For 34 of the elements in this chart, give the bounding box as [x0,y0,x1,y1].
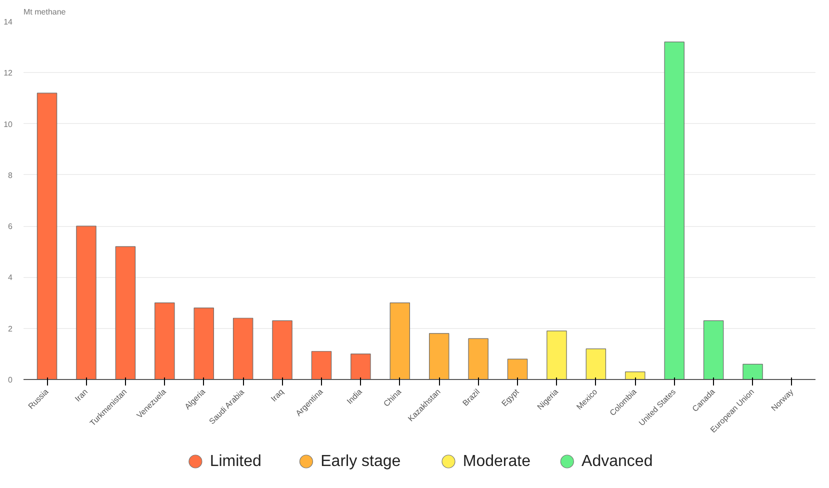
bar [36,92,58,380]
bar [390,302,410,380]
bar [115,246,136,380]
bar [154,302,175,380]
legend-label: Early stage [320,453,401,470]
y-tick-label: 6 [8,222,14,232]
bar [311,351,332,380]
bar [350,354,371,380]
bar [76,226,96,380]
bar [664,42,684,380]
legend-label: Limited [210,453,262,470]
y-tick-label: 8 [8,170,14,180]
bar [194,308,214,380]
y-tick-label: 14 [4,18,14,26]
y-tick-label: 12 [4,68,14,78]
legend-label: Advanced [582,453,653,470]
y-tick-label: 4 [8,273,14,282]
y-tick-label: 10 [4,120,14,129]
bar [546,330,567,380]
bar [429,333,450,380]
bar [703,320,724,380]
legend-label: Moderate [462,453,531,470]
bar [272,320,292,380]
bar [625,372,646,380]
bar [586,348,606,380]
bar [507,358,528,380]
bar [232,318,254,380]
y-axis-title: Mt methane [24,8,66,16]
bar [742,364,763,380]
bar [468,338,488,380]
x-tick-label: Iraq [269,387,286,404]
x-tick-label: Iran [73,387,90,404]
y-tick-label: 2 [8,324,14,334]
y-tick-label: 0 [8,376,14,384]
